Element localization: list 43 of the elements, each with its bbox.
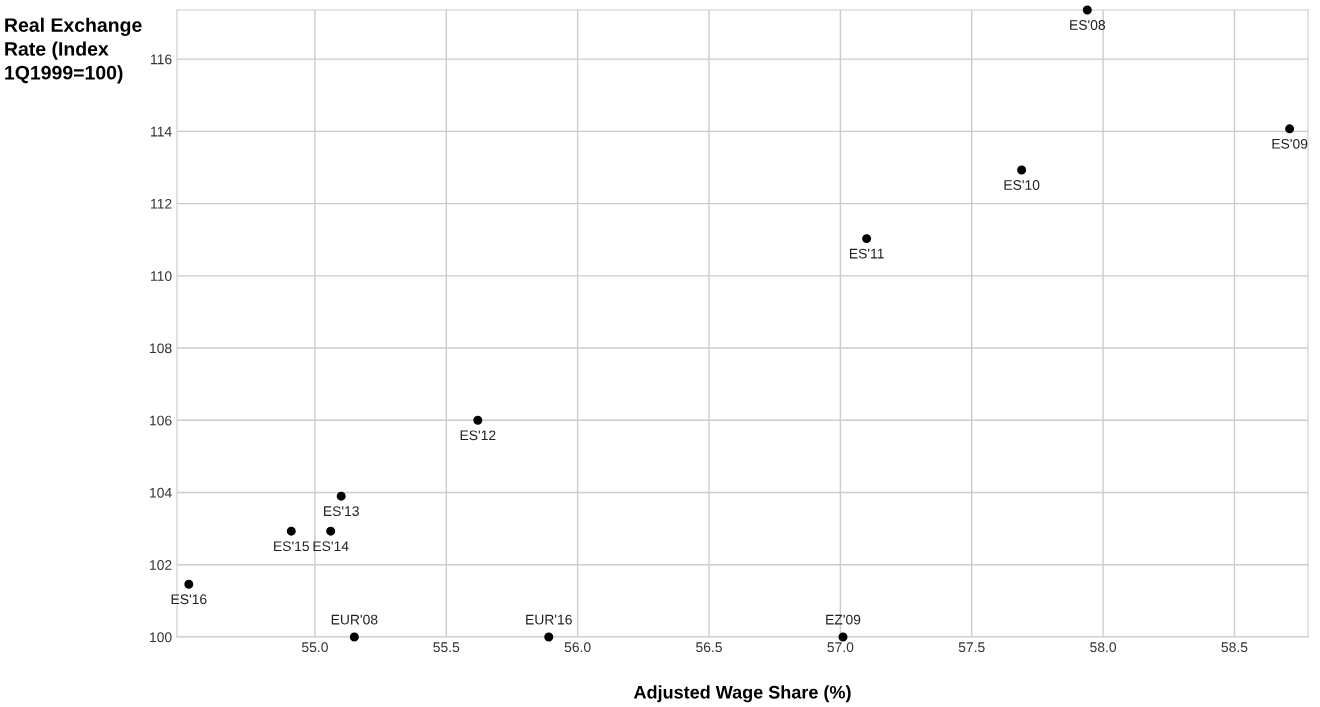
annotation: ES'12 xyxy=(460,430,496,441)
x-tick-label: 57.5 xyxy=(958,642,985,653)
point xyxy=(286,526,296,536)
point xyxy=(1017,165,1027,175)
y-tick-label: 112 xyxy=(151,198,172,209)
annotation: ES'11 xyxy=(849,248,884,259)
annotation: EZ'09 xyxy=(826,614,861,625)
point xyxy=(184,579,194,589)
x-tick-label: 56.0 xyxy=(564,642,591,653)
annotation: ES'08 xyxy=(1070,20,1106,30)
x-tick-label: 58.0 xyxy=(1090,642,1117,653)
y-tick-label: 108 xyxy=(150,343,172,354)
point xyxy=(544,632,554,642)
y-axis-title: Real Exchange Rate (Index 1Q1999=100) xyxy=(5,17,142,84)
x-axis-title: Adjusted Wage Share (%) xyxy=(633,685,851,703)
annotation: ES'15 xyxy=(274,541,310,552)
point xyxy=(862,234,872,244)
y-tick-label: 100 xyxy=(150,632,172,643)
annotation: ES'13 xyxy=(324,506,359,517)
point xyxy=(326,526,336,536)
point xyxy=(336,491,346,501)
y-tick-label: 106 xyxy=(150,415,172,426)
annotation: EUR'08 xyxy=(331,614,378,625)
y-tick-label: 104 xyxy=(150,487,172,498)
y-tick-label: 110 xyxy=(151,271,172,281)
y-tick-label: 102 xyxy=(150,560,172,570)
x-tick-label: 55.5 xyxy=(433,642,460,653)
point xyxy=(1082,5,1092,15)
point xyxy=(473,415,483,425)
point xyxy=(838,632,848,642)
x-tick-label: 58.5 xyxy=(1221,642,1248,653)
x-tick-label: 56.5 xyxy=(696,642,722,653)
point xyxy=(349,632,359,642)
annotation: EUR'16 xyxy=(526,614,572,625)
x-tick-label: 57.0 xyxy=(827,642,854,653)
annotation: ES'10 xyxy=(1004,180,1040,190)
annotation: ES'16 xyxy=(171,594,207,605)
y-tick-label: 114 xyxy=(151,126,172,137)
annotation: ES'14 xyxy=(313,541,349,552)
x-tick-label: 55.0 xyxy=(301,642,328,653)
annotation: ES'09 xyxy=(1272,138,1308,149)
point xyxy=(1285,124,1295,134)
y-tick-label: 116 xyxy=(151,54,172,65)
